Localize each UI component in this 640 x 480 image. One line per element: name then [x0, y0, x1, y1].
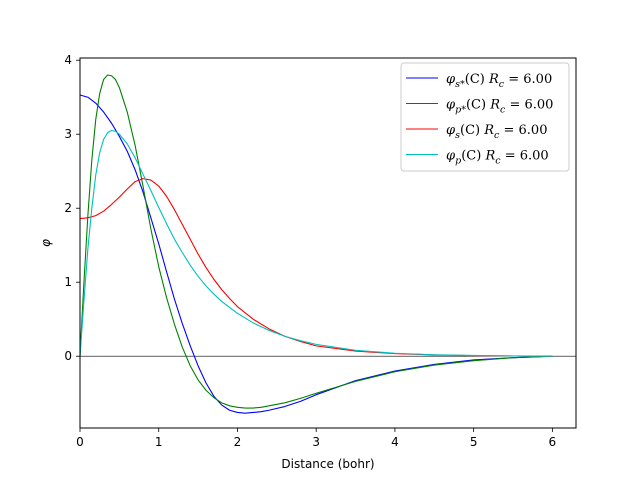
series-line-4: [79, 129, 553, 357]
x-axis-label: Distance (bohr): [281, 457, 374, 471]
y-axis-label: φ: [39, 239, 53, 247]
x-tick-label: 5: [470, 435, 478, 449]
series-layer: [79, 74, 553, 414]
y-tick-label: 4: [64, 53, 72, 67]
legend-label-1: φs*(C) Rc = 6.00: [446, 72, 552, 90]
x-tick-label: 3: [312, 435, 320, 449]
legend-box: [400, 62, 570, 172]
x-tick-label: 0: [76, 435, 84, 449]
legend-label-2: φp*(C) Rc = 6.00: [446, 98, 553, 116]
y-tick-label: 3: [64, 127, 72, 141]
series-line-2: [79, 74, 553, 409]
tick-layer: 0 1 2 3 4 5 6 0 1 2 3 4: [64, 53, 556, 449]
x-tick-label: 1: [155, 435, 163, 449]
x-tick-label: 6: [549, 435, 557, 449]
legend: φs*(C) Rc = 6.00 φp*(C) Rc = 6.00 φs(C) Rc…: [400, 62, 570, 172]
y-tick-label: 2: [64, 201, 72, 215]
x-tick-label: 4: [391, 435, 399, 449]
series-line-3: [79, 178, 553, 357]
plot-area-frame: [79, 57, 577, 429]
legend-label-4: φp(C) Rc = 6.00: [446, 149, 549, 167]
x-tick-label: 2: [234, 435, 242, 449]
legend-label-3: φs(C) Rc = 6.00: [446, 123, 547, 141]
y-tick-label: 1: [64, 275, 72, 289]
y-tick-label: 0: [64, 349, 72, 363]
